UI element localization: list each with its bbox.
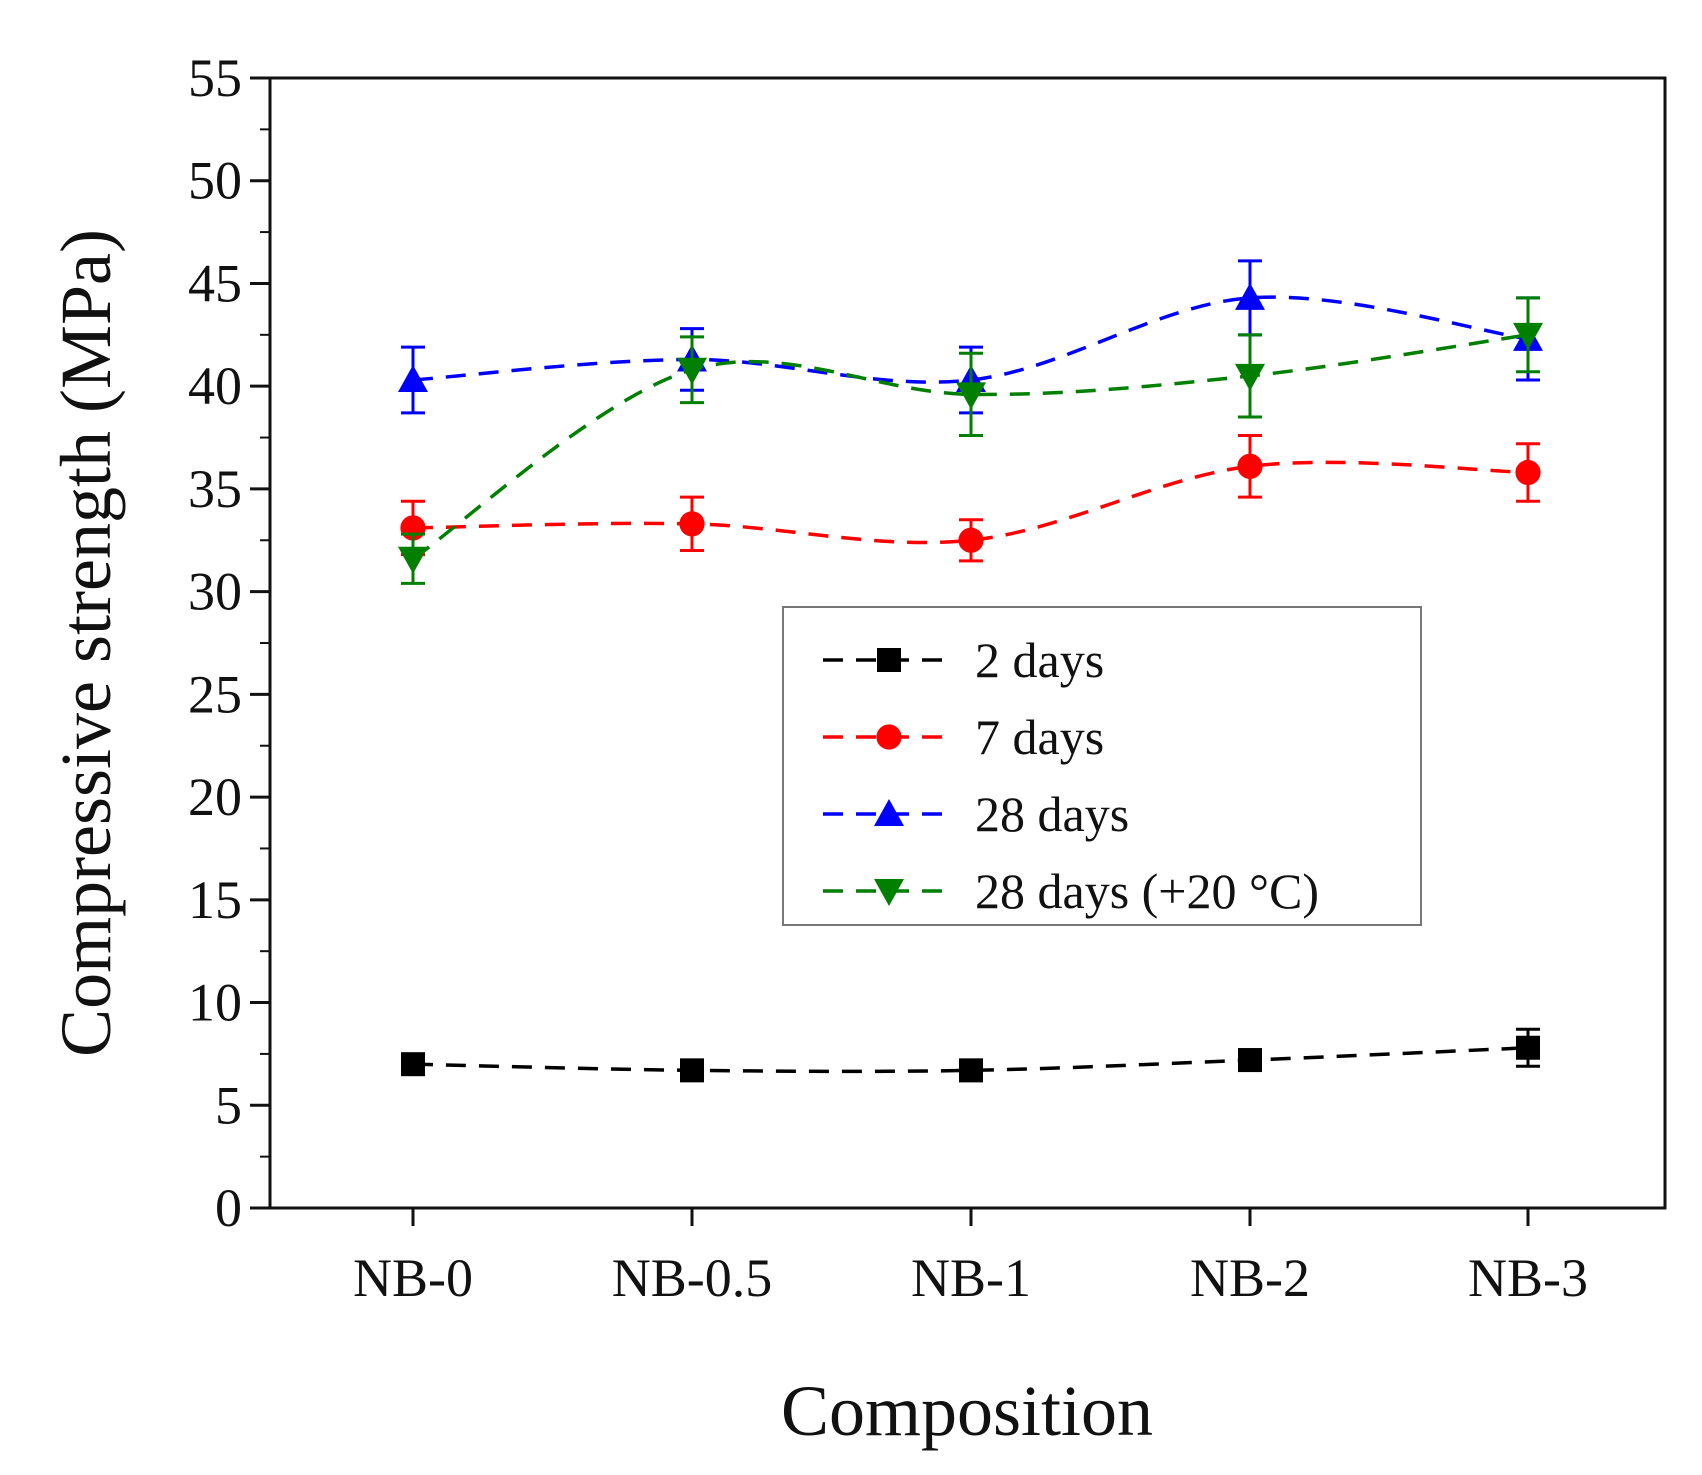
series-0 <box>401 1027 1540 1083</box>
legend-marker <box>876 724 902 750</box>
data-point <box>1238 1048 1262 1073</box>
series-line <box>412 460 1529 545</box>
y-tick-label: 35 <box>188 459 242 519</box>
data-point <box>680 1058 704 1083</box>
series-line <box>412 1046 1529 1074</box>
legend-label: 2 days <box>975 632 1104 688</box>
y-tick-label: 55 <box>188 48 242 108</box>
data-point <box>1513 322 1543 350</box>
legend-label: 28 days <box>975 786 1129 842</box>
data-point <box>1516 1035 1540 1060</box>
x-tick-label: NB-0 <box>353 1248 473 1308</box>
data-point <box>958 527 984 553</box>
data-point <box>1237 453 1263 479</box>
legend-marker <box>877 648 901 672</box>
legend: 2 days 7 days 28 days 28 days (+20 °C) <box>782 606 1422 926</box>
data-point <box>959 1058 983 1083</box>
x-tick-label: NB-2 <box>1190 1248 1310 1308</box>
data-point <box>677 357 707 385</box>
y-tick-label: 0 <box>215 1178 242 1238</box>
x-axis-title: Composition <box>781 1371 1153 1451</box>
data-point <box>956 382 986 410</box>
data-point <box>1235 363 1265 391</box>
legend-item: 7 days <box>823 709 1104 765</box>
y-tick-label: 30 <box>188 562 242 622</box>
y-tick-label: 50 <box>188 151 242 211</box>
legend-item: 2 days <box>823 632 1104 688</box>
data-point <box>679 511 705 537</box>
data-point <box>1515 459 1541 486</box>
x-tick-label: NB-1 <box>911 1248 1031 1308</box>
x-tick-label: NB-3 <box>1468 1248 1588 1308</box>
x-tick-label: NB-0.5 <box>612 1248 773 1308</box>
y-tick-label: 45 <box>188 253 242 313</box>
y-tick-label: 40 <box>188 356 242 416</box>
y-axis-title: Compressive strength (MPa) <box>46 229 126 1057</box>
y-tick-label: 5 <box>215 1075 242 1135</box>
series-1 <box>400 433 1541 563</box>
data-point <box>401 1052 425 1077</box>
y-tick-label: 10 <box>188 973 242 1033</box>
y-tick-label: 20 <box>188 767 242 827</box>
legend-label: 7 days <box>975 709 1104 765</box>
legend-item: 28 days <box>823 786 1129 842</box>
data-point <box>398 546 428 574</box>
y-tick-label: 25 <box>188 664 242 724</box>
legend-item: 28 days (+20 °C) <box>823 863 1319 919</box>
legend-marker <box>874 799 904 826</box>
legend-label: 28 days (+20 °C) <box>975 863 1319 919</box>
legend-marker <box>874 879 904 906</box>
y-tick-label: 15 <box>188 870 242 930</box>
series-3 <box>398 296 1543 585</box>
data-point <box>398 365 428 393</box>
data-point <box>1235 282 1265 310</box>
